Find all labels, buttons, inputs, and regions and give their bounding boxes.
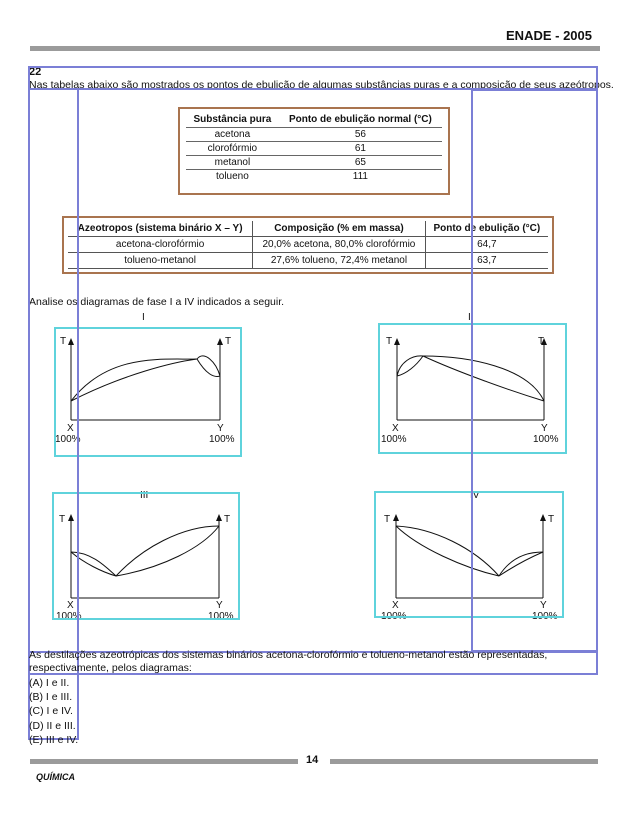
table-cell: 65 [278,155,442,170]
phase-diagram-i: I T T X 100% Y 100% [54,312,244,458]
axis-label-t: T [60,336,66,347]
option-d[interactable]: (D) II e III. [29,719,76,732]
footer-rule-left [30,759,298,764]
option-c[interactable]: (C) I e IV. [29,705,73,718]
table-row: tolueno 111 [186,170,442,184]
table-cell: 20,0% acetona, 80,0% clorofórmio [252,236,426,253]
table-cell: clorofórmio [186,141,279,156]
axis-label-x: X [392,423,399,434]
axis-label-y: Y [217,423,224,434]
axis-label-pct: 100% [381,434,407,445]
table-cell: 27,6% tolueno, 72,4% metanol [252,252,426,269]
phase-diagram-ii: II T T X 100% Y 100% [378,312,568,458]
table-row: acetona-clorofórmio 20,0% acetona, 80,0%… [68,236,548,253]
table-header: Azeotropos (sistema binário X – Y) [68,221,253,237]
diagram-label: III [140,490,149,501]
axis-label-t: T [548,514,554,525]
axis-label-t: T [224,514,230,525]
diagram-label: I [142,312,145,323]
table-cell: 111 [352,171,368,182]
subject-label: QUÍMICA [36,772,75,782]
diagram-label: II [468,312,474,323]
axis-label-y: Y [541,423,548,434]
axis-label-pct: 100% [55,434,81,445]
axis-label-x: X [392,600,399,611]
diagram-i-highlight [54,327,242,457]
header-rule [30,46,600,51]
axis-label-pct: 100% [533,434,559,445]
table-row: acetona 56 [186,127,442,142]
axis-label-t: T [538,336,544,347]
intro-highlight [28,66,598,90]
question-number: 22 [29,66,42,78]
closing-highlight [28,651,598,675]
table-row: metanol 65 [186,155,442,170]
right-column-highlight [471,89,598,652]
diagrams-instruction: Analise os diagramas de fase I a IV indi… [29,296,285,308]
axis-label-x: X [67,600,74,611]
axis-label-pct: 100% [209,434,235,445]
table-header: Substância pura [186,112,279,128]
left-column-highlight [28,89,79,740]
axis-label-pct: 100% [56,611,82,622]
diagram-iv-highlight [374,491,564,618]
table-header: Ponto de ebulição (°C) [424,221,548,237]
axis-label-pct: 100% [208,611,234,622]
table-pure-substances: Substância pura Ponto de ebulição normal… [178,107,450,195]
table-header: Ponto de ebulição normal (°C) [278,112,442,128]
table-cell: acetona-clorofórmio [68,236,253,253]
diagram-label: IV [470,490,480,501]
option-a[interactable]: (A) I e II. [29,677,70,689]
axis-label-t: T [225,336,231,347]
option-b[interactable]: (B) I e III. [29,691,73,704]
phase-diagram-iii: III T T X 100% Y 100% [52,488,242,622]
table-row: tolueno-metanol 27,6% tolueno, 72,4% met… [68,252,548,269]
axis-label-x: X [67,423,74,434]
table-cell: 56 [278,127,442,142]
axis-label-t: T [384,514,390,525]
axis-label-y: Y [540,600,547,611]
axis-label-y: Y [216,600,223,611]
table-header: Composição (% em massa) [252,221,426,237]
question-statement: As destilações azeotrópicas dos sistemas… [29,649,548,674]
table-cell: metanol [186,155,279,170]
option-e[interactable]: (E) III e IV. [29,733,79,746]
table-cell: tolueno-metanol [68,252,253,269]
table-azeotropes: Azeotropos (sistema binário X – Y) Compo… [62,216,554,274]
axis-label-t: T [386,336,392,347]
table-row: clorofórmio 61 [186,141,442,156]
footer-rule-right [330,759,598,764]
answer-options: (A) I e II. (B) I e III. (C) I e IV. (D)… [29,676,78,747]
table-cell: acetona [186,127,279,142]
table-cell: 64,7 [424,236,548,253]
table-cell: 63,7 [424,252,548,269]
table-cell: 61 [278,141,442,156]
exam-title: ENADE - 2005 [506,28,592,43]
page-number: 14 [306,754,319,766]
diagram-iii-highlight [52,492,240,620]
axis-label-t: T [59,514,65,525]
table-cell: tolueno [215,171,249,182]
